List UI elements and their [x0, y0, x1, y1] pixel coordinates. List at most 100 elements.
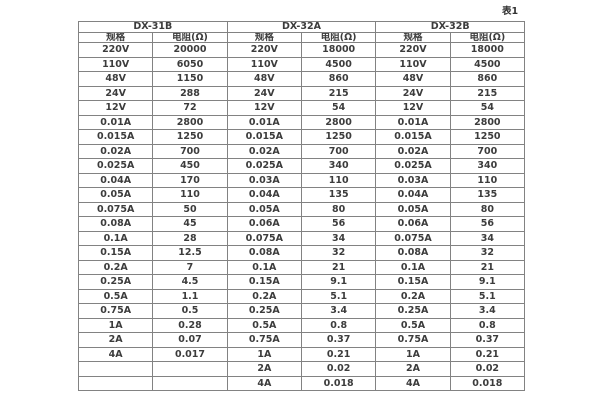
resistance-cell: 34	[449, 230, 526, 246]
resistance-cell: 215	[300, 85, 377, 101]
resistance-spec-table: DX-31B DX-32A DX-32B 规格 电阻(Ω) 规格 电阻(Ω) 规…	[77, 21, 526, 391]
resistance-cell: 0.018	[449, 375, 526, 391]
resistance-cell: 45	[152, 216, 228, 232]
resistance-column-header: 电阻(Ω)	[152, 31, 228, 43]
resistance-cell: 3.4	[449, 303, 526, 319]
spec-cell: 0.03A	[226, 172, 302, 188]
spec-column-header: 规格	[375, 31, 451, 43]
table-row: 4A 0.018 4A 0.018	[77, 375, 526, 391]
spec-cell: 0.15A	[77, 245, 154, 261]
resistance-cell: 1150	[152, 71, 228, 87]
resistance-cell: 110	[449, 172, 526, 188]
spec-column-header: 规格	[77, 31, 154, 43]
resistance-cell: 50	[152, 201, 228, 217]
resistance-cell: 700	[152, 143, 228, 159]
spec-cell: 110V	[226, 56, 302, 72]
spec-cell: 0.5A	[77, 288, 154, 304]
spec-cell: 48V	[77, 71, 154, 87]
spec-cell: 0.1A	[77, 230, 154, 246]
resistance-cell: 7	[152, 259, 228, 275]
resistance-cell: 1.1	[152, 288, 228, 304]
spec-cell: 0.025A	[77, 158, 154, 174]
resistance-cell: 0.37	[449, 332, 526, 348]
resistance-cell: 0.21	[449, 346, 526, 362]
group-header-dx31b: DX-31B	[78, 21, 228, 33]
spec-cell: 0.1A	[226, 259, 302, 275]
spec-cell: 0.015A	[226, 129, 302, 145]
resistance-cell: 54	[300, 100, 377, 116]
spec-cell: 0.08A	[375, 245, 451, 261]
spec-cell: 4A	[77, 346, 154, 362]
resistance-cell: 21	[449, 259, 526, 275]
spec-cell: 24V	[77, 85, 154, 101]
resistance-cell: 135	[449, 187, 526, 203]
spec-cell: 0.75A	[226, 332, 302, 348]
resistance-cell: 21	[300, 259, 377, 275]
spec-cell: 220V	[375, 42, 451, 58]
resistance-cell: 1250	[152, 129, 228, 145]
resistance-cell: 20000	[152, 42, 228, 58]
spec-cell: 0.025A	[375, 158, 451, 174]
resistance-cell: 2800	[152, 114, 228, 130]
table-row: 0.15A 12.5 0.08A 32 0.08A 32	[77, 245, 526, 261]
resistance-cell: 5.1	[300, 288, 377, 304]
spec-cell: 1A	[226, 346, 302, 362]
spec-cell: 0.01A	[77, 114, 154, 130]
table-row: 0.1A 28 0.075A 34 0.075A 34	[77, 230, 526, 246]
spec-cell: 0.2A	[375, 288, 451, 304]
spec-cell: 0.75A	[77, 303, 154, 319]
resistance-cell: 12.5	[152, 245, 228, 261]
spec-cell: 0.05A	[226, 201, 302, 217]
resistance-cell: 32	[449, 245, 526, 261]
spec-cell: 0.04A	[375, 187, 451, 203]
spec-cell: 110V	[375, 56, 451, 72]
spec-cell: 0.25A	[77, 274, 154, 290]
resistance-cell: 56	[300, 216, 377, 232]
table-row: 220V 20000 220V 18000 220V 18000	[77, 42, 526, 58]
resistance-cell: 860	[449, 71, 526, 87]
table-row: 0.075A 50 0.05A 80 0.05A 80	[77, 201, 526, 217]
group-header-dx32a: DX-32A	[226, 21, 377, 33]
resistance-cell: 34	[300, 230, 377, 246]
table-caption: 表1	[502, 6, 519, 17]
spec-cell: 0.01A	[226, 114, 302, 130]
spec-cell: 48V	[226, 71, 302, 87]
spec-cell: 12V	[375, 100, 451, 116]
spec-cell: 0.06A	[226, 216, 302, 232]
resistance-cell: 215	[449, 85, 526, 101]
table-row: 24V 288 24V 215 24V 215	[77, 85, 526, 101]
spec-cell: 0.015A	[77, 129, 154, 145]
spec-cell: 24V	[226, 85, 302, 101]
spec-cell: 2A	[226, 361, 302, 377]
resistance-cell: 80	[300, 201, 377, 217]
resistance-cell: 1250	[449, 129, 526, 145]
table-row: 0.015A 1250 0.015A 1250 0.015A 1250	[77, 129, 526, 145]
spec-cell: 0.02A	[77, 143, 154, 159]
table-row: 2A 0.07 0.75A 0.37 0.75A 0.37	[77, 332, 526, 348]
resistance-cell: 170	[152, 172, 228, 188]
resistance-cell: 450	[152, 158, 228, 174]
table-row: 0.75A 0.5 0.25A 3.4 0.25A 3.4	[77, 303, 526, 319]
table-row: 0.2A 7 0.1A 21 0.1A 21	[77, 259, 526, 275]
resistance-cell: 0.017	[152, 346, 228, 362]
spec-cell: 0.15A	[375, 274, 451, 290]
resistance-cell: 340	[449, 158, 526, 174]
table-row: 0.5A 1.1 0.2A 5.1 0.2A 5.1	[77, 288, 526, 304]
table-row: 48V 1150 48V 860 48V 860	[77, 71, 526, 87]
resistance-cell: 3.4	[300, 303, 377, 319]
table-row: 0.02A 700 0.02A 700 0.02A 700	[77, 143, 526, 159]
spec-cell: 0.04A	[226, 187, 302, 203]
spec-cell: 0.5A	[375, 317, 451, 333]
resistance-cell: 0.018	[300, 375, 377, 391]
spec-cell: 0.075A	[375, 230, 451, 246]
resistance-cell: 72	[152, 100, 228, 116]
resistance-cell: 700	[449, 143, 526, 159]
resistance-cell: 28	[152, 230, 228, 246]
table-row: 0.025A 450 0.025A 340 0.025A 340	[77, 158, 526, 174]
spec-cell: 48V	[375, 71, 451, 87]
resistance-cell: 340	[300, 158, 377, 174]
resistance-cell: 9.1	[300, 274, 377, 290]
resistance-cell	[152, 361, 228, 377]
resistance-cell: 0.8	[300, 317, 377, 333]
